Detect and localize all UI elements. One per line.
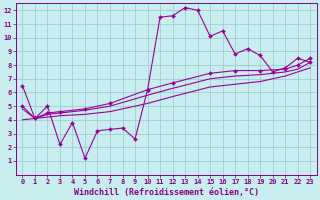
- X-axis label: Windchill (Refroidissement éolien,°C): Windchill (Refroidissement éolien,°C): [74, 188, 259, 197]
